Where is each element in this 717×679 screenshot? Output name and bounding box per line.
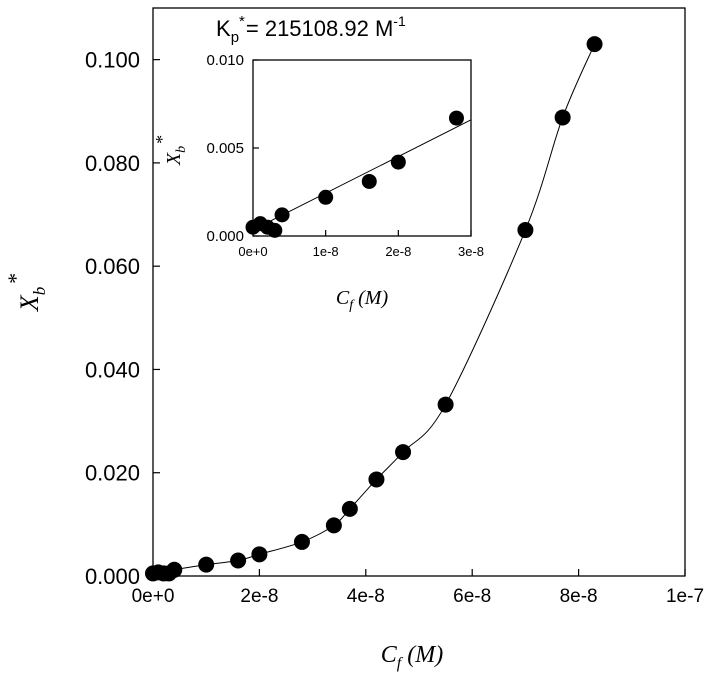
main-data-point	[230, 552, 247, 569]
main-plot-frame	[152, 7, 686, 577]
inset-data-point	[318, 189, 334, 205]
inset-kp-annotation: Kp*= 215108.92 M-1	[216, 13, 406, 46]
main-x-tick-label: 6e-8	[453, 586, 491, 607]
inset-ylabel-sup: *	[152, 135, 172, 144]
inset-xlabel-sub: f	[349, 298, 355, 313]
inset-data-point	[361, 173, 377, 189]
main-x-tick-label: 4e-8	[347, 586, 385, 607]
main-y-axis-label: Xb*	[3, 273, 49, 312]
inset-x-tick-label: 1e-8	[313, 244, 339, 259]
main-ylabel-sub: b	[30, 287, 49, 296]
main-ylabel-main: X	[15, 294, 44, 312]
main-y-tick-label: 0.080	[85, 151, 140, 176]
main-y-tick-label: 0.060	[85, 254, 140, 279]
inset-x-tick-label: 0e+0	[238, 244, 267, 259]
inset-series-points	[245, 110, 464, 238]
inset-y-axis-label: Xb*	[152, 135, 189, 166]
main-data-point	[251, 546, 268, 563]
main-data-point	[198, 556, 215, 573]
main-y-tick-label: 0.020	[85, 461, 140, 486]
main-xlabel-unit: (M)	[407, 642, 443, 668]
kp-sup: *	[239, 13, 245, 30]
main-data-point	[437, 396, 454, 413]
main-x-tick-label: 2e-8	[240, 586, 278, 607]
main-y-tick-label: 0.040	[85, 357, 140, 382]
kp-unit-sup: -1	[393, 13, 406, 29]
main-y-axis-ticks: 0.000 0.020 0.040 0.060 0.080 0.100	[85, 48, 160, 589]
inset-x-tick-label: 3e-8	[458, 244, 484, 259]
inset-data-point	[267, 222, 283, 238]
inset-x-axis-label: Cf (M)	[336, 287, 389, 313]
inset-data-point	[448, 110, 464, 126]
inset-ylabel-sub: b	[174, 146, 189, 153]
main-x-tick-label: 1e-7	[666, 586, 704, 607]
main-xlabel-main: C	[381, 642, 398, 668]
main-data-point	[166, 561, 183, 578]
inset-ylabel-main: X	[163, 152, 185, 166]
main-data-point	[517, 222, 534, 239]
inset-data-point	[390, 154, 406, 170]
main-data-point	[293, 533, 310, 550]
main-ylabel-sup: *	[3, 273, 28, 284]
kp-value: = 215108.92 M	[246, 16, 393, 41]
inset-y-axis-ticks: 0.000 0.005 0.010	[206, 52, 259, 245]
inset-data-point	[274, 207, 290, 223]
main-y-tick-label: 0.100	[85, 48, 140, 73]
inset-x-tick-label: 2e-8	[385, 244, 411, 259]
main-data-point	[325, 517, 342, 534]
main-y-tick-label: 0.000	[85, 564, 140, 589]
main-x-tick-label: 8e-8	[560, 586, 598, 607]
svg-text:Xb*: Xb*	[3, 273, 49, 312]
main-data-point	[554, 109, 571, 126]
main-data-point	[395, 444, 412, 461]
kp-sub: p	[231, 29, 239, 46]
inset-xlabel-main: C	[336, 287, 350, 309]
main-data-point	[368, 471, 385, 488]
main-data-point	[586, 36, 603, 53]
main-series-points	[145, 36, 603, 582]
main-data-point	[341, 500, 358, 517]
main-xlabel-sub: f	[397, 655, 404, 672]
svg-text:Xb*: Xb*	[152, 135, 189, 166]
inset-y-tick-label: 0.005	[206, 140, 244, 157]
inset-plot-frame	[252, 59, 472, 237]
kp-prefix: K	[216, 16, 231, 41]
inset-fit-line-path	[252, 119, 472, 231]
main-x-axis-ticks: 0e+0 2e-8 4e-8 6e-8 8e-8 1e-7	[132, 569, 704, 607]
main-x-tick-label: 0e+0	[132, 586, 175, 607]
inset-y-tick-label: 0.010	[206, 52, 244, 69]
inset-fit-line	[252, 119, 472, 231]
inset-xlabel-unit: (M)	[358, 287, 388, 309]
inset-y-tick-label: 0.000	[206, 228, 244, 245]
main-x-axis-label: Cf (M)	[381, 642, 443, 672]
inset-x-axis-ticks: 0e+0 1e-8 2e-8 3e-8	[238, 230, 484, 259]
